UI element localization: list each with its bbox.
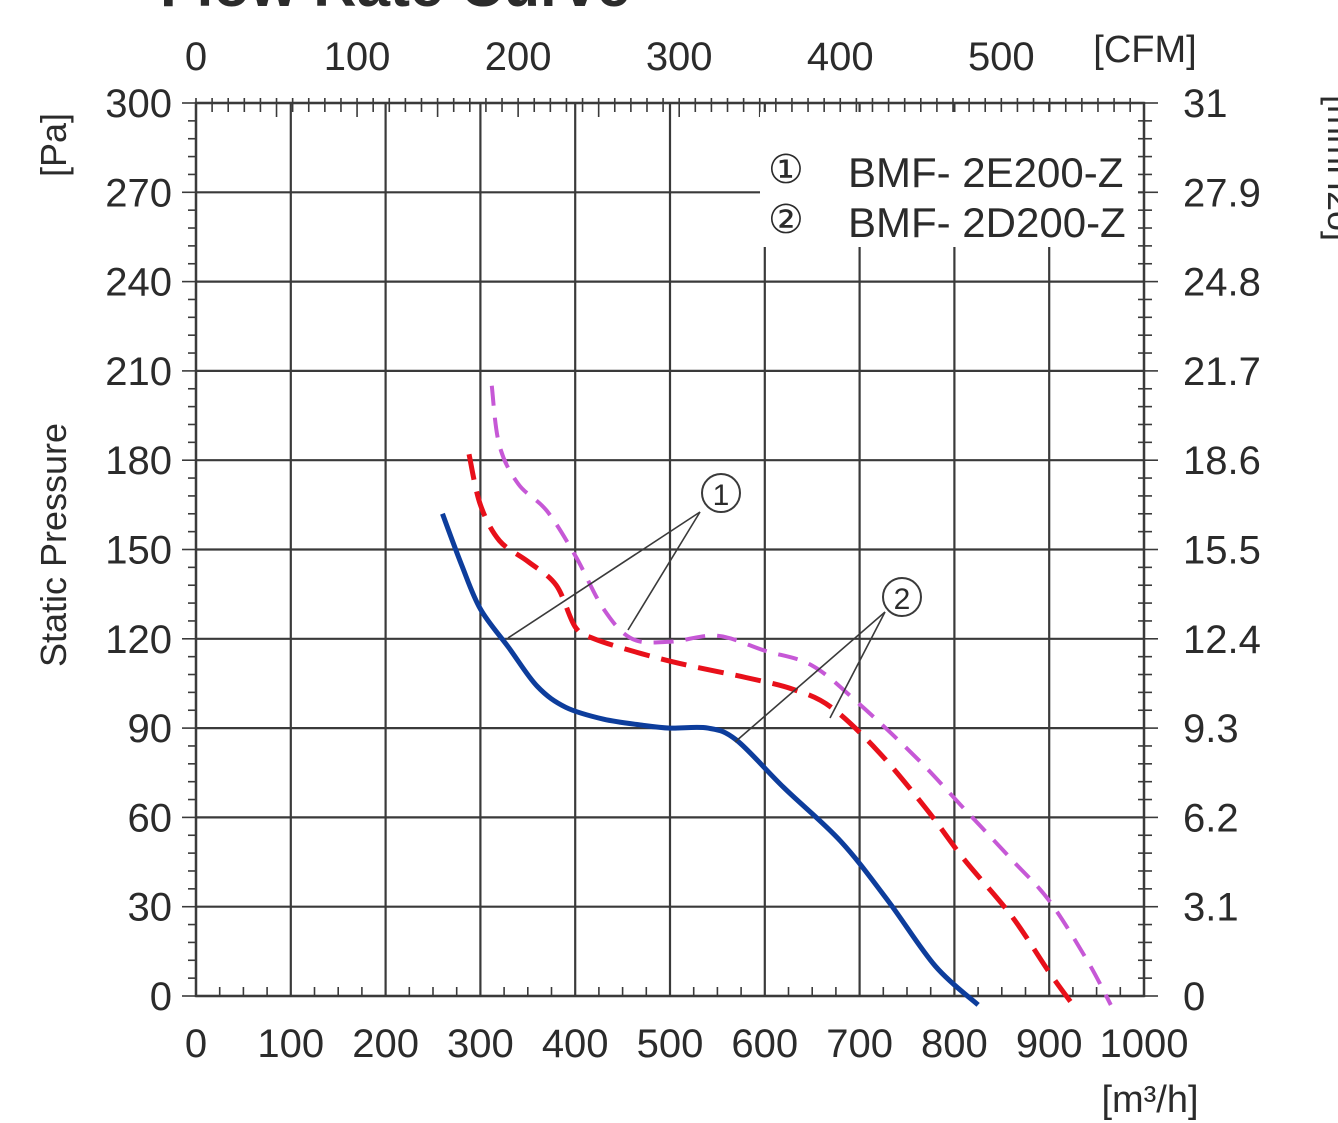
right-tick-label: 6.2 <box>1183 796 1239 840</box>
callout-1-circle <box>701 473 741 513</box>
callout-1: 1 <box>701 473 741 513</box>
right-tick-label: 12.4 <box>1183 618 1261 662</box>
callout-1-label: 1 <box>713 479 730 512</box>
plot-frame <box>194 101 1146 998</box>
left-tick-label: 150 <box>105 529 172 573</box>
bottom-tick-label: 200 <box>352 1022 419 1066</box>
left-tick-label: 240 <box>105 261 172 305</box>
right-tick-label: 18.6 <box>1183 439 1261 483</box>
left-tick-label: 120 <box>105 618 172 662</box>
chart-title: Flow Rate Curve <box>160 0 630 19</box>
left-unit: [Pa] <box>33 113 74 177</box>
leader-1b <box>627 511 701 631</box>
callout-2-label: 2 <box>894 583 911 616</box>
bottom-tick-label: 800 <box>921 1022 988 1066</box>
right-tick-label: 9.3 <box>1183 707 1239 751</box>
top-unit: [CFM] <box>1093 29 1196 71</box>
left-tick-label: 210 <box>105 350 172 394</box>
left-tick-label: 0 <box>150 975 172 1019</box>
right-tick-label: 21.7 <box>1183 350 1261 394</box>
bottom-tick-label: 700 <box>826 1022 893 1066</box>
left-tick-label: 30 <box>128 886 173 930</box>
right-unit: [mmH2o] <box>1320 95 1338 241</box>
bottom-tick-label: 600 <box>731 1022 798 1066</box>
top-tick-label: 200 <box>485 35 552 79</box>
top-tick-label: 300 <box>646 35 713 79</box>
bottom-tick-label: 900 <box>1016 1022 1083 1066</box>
bottom-tick-label: 400 <box>542 1022 609 1066</box>
legend-label-2: BMF- 2D200-Z <box>848 199 1126 246</box>
right-tick-label: 15.5 <box>1183 529 1261 573</box>
right-tick-label: 3.1 <box>1183 886 1239 930</box>
bottom-tick-label: 1000 <box>1100 1022 1189 1066</box>
legend-box <box>760 112 1138 247</box>
left-axis-title: Static Pressure <box>33 423 74 667</box>
top-tick-label: 500 <box>968 35 1035 79</box>
bottom-tick-label: 500 <box>637 1022 704 1066</box>
bottom-tick-label: 0 <box>185 1022 207 1066</box>
left-tick-label: 60 <box>128 796 173 840</box>
left-tick-label: 270 <box>105 171 172 215</box>
right-tick-label: 0 <box>1183 975 1205 1019</box>
left-tick-label: 300 <box>105 82 172 126</box>
top-tick-label: 0 <box>185 35 207 79</box>
bottom-unit: [m³/h] <box>1101 1079 1198 1121</box>
callout-2: 2 <box>882 577 922 617</box>
series-2-curve <box>466 453 1075 1007</box>
bottom-tick-label: 100 <box>257 1022 324 1066</box>
series-3-curve <box>489 385 1113 1006</box>
callout-2-circle <box>882 577 922 617</box>
legend-marker-2: ② <box>768 198 804 242</box>
curves <box>440 385 1113 1007</box>
top-tick-label: 100 <box>324 35 391 79</box>
left-tick-label: 90 <box>128 707 173 751</box>
right-tick-label: 24.8 <box>1183 261 1261 305</box>
leader-1a <box>507 511 701 639</box>
left-tick-label: 180 <box>105 439 172 483</box>
legend: ① BMF- 2E200-Z ② BMF- 2D200-Z <box>768 148 1126 246</box>
right-tick-label: 27.9 <box>1183 171 1261 215</box>
leader-2b <box>829 611 886 719</box>
legend-marker-1: ① <box>768 148 804 192</box>
legend-label-1: BMF- 2E200-Z <box>848 149 1123 196</box>
bottom-tick-label: 300 <box>447 1022 514 1066</box>
leader-2a <box>734 611 886 743</box>
callout-leaders <box>507 511 886 743</box>
right-tick-label: 31 <box>1183 82 1228 126</box>
top-tick-label: 400 <box>807 35 874 79</box>
series-1-curve <box>440 512 980 1007</box>
